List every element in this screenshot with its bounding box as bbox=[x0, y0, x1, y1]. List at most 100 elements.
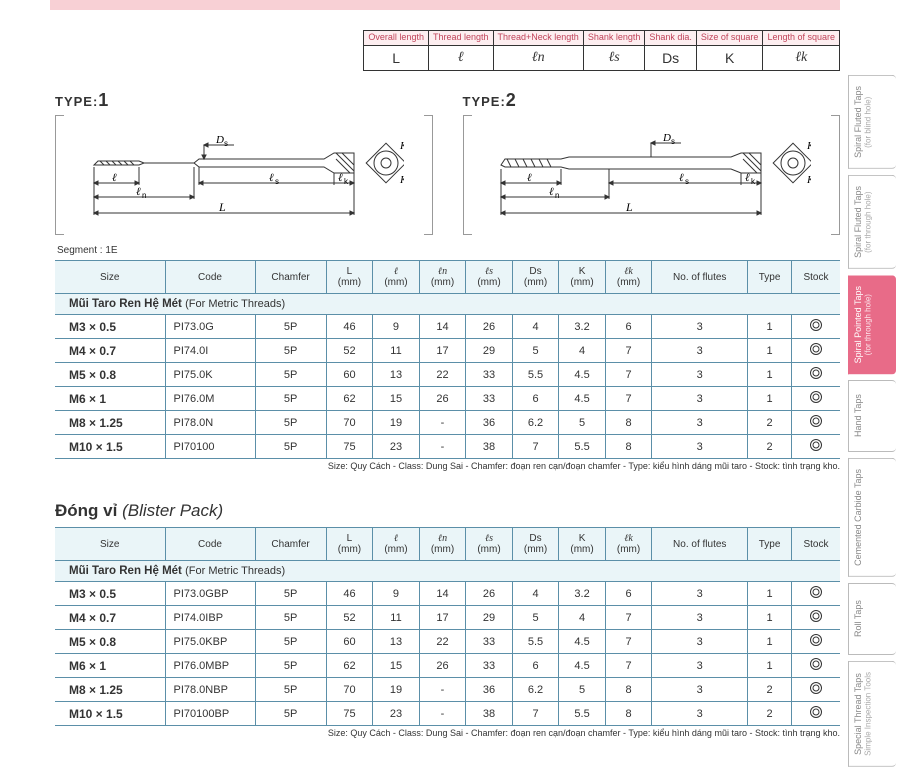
table-row: M4 × 0.7PI74.0IBP5P5211172954731 bbox=[55, 606, 840, 630]
cell: - bbox=[419, 435, 466, 459]
section-title: Mũi Taro Ren Hệ Mét (For Metric Threads) bbox=[55, 294, 840, 315]
stock-icon bbox=[810, 343, 822, 355]
stock-cell bbox=[791, 582, 840, 606]
side-tabs: Spiral Fluted Taps(for blind hole) Spiral… bbox=[848, 75, 896, 767]
cell: 3 bbox=[652, 339, 748, 363]
cell: 1 bbox=[748, 582, 792, 606]
cell: M8 × 1.25 bbox=[55, 411, 165, 435]
legend-s1: ℓ bbox=[428, 45, 493, 70]
cell: 1 bbox=[748, 606, 792, 630]
cell: 1 bbox=[748, 363, 792, 387]
stock-icon bbox=[810, 391, 822, 403]
cell: 3 bbox=[652, 435, 748, 459]
th2-chamfer: Chamfer bbox=[255, 528, 326, 561]
cell: 3 bbox=[652, 654, 748, 678]
cell: PI75.0K bbox=[165, 363, 255, 387]
cell: 2 bbox=[748, 702, 792, 726]
legend-s3: ℓs bbox=[583, 45, 645, 70]
side-tab[interactable]: Special Thread TapsSimple Inspection Too… bbox=[848, 661, 896, 767]
cell: 5P bbox=[255, 363, 326, 387]
cell: 36 bbox=[466, 678, 513, 702]
legend-h5: Size of square bbox=[696, 31, 763, 46]
svg-text:ℓ: ℓ bbox=[112, 172, 117, 184]
cell: PI74.0IBP bbox=[165, 606, 255, 630]
pack-bold: Đóng vỉ bbox=[55, 501, 117, 520]
th2-stock: Stock bbox=[791, 528, 840, 561]
cell: 8 bbox=[605, 435, 652, 459]
cell: 5.5 bbox=[559, 702, 606, 726]
svg-text:K: K bbox=[806, 174, 811, 186]
type1-prefix: TYPE: bbox=[55, 94, 98, 109]
cell: 5 bbox=[559, 411, 606, 435]
side-tab[interactable]: Spiral Fluted Taps(for blind hole) bbox=[848, 75, 896, 169]
svg-text:ℓ: ℓ bbox=[549, 186, 554, 198]
side-tab[interactable]: Cemented Carbide Taps bbox=[848, 458, 896, 577]
cell: 6 bbox=[512, 387, 559, 411]
cell: 6.2 bbox=[512, 678, 559, 702]
cell: 1 bbox=[748, 315, 792, 339]
stock-cell bbox=[791, 339, 840, 363]
side-tab[interactable]: Roll Taps bbox=[848, 583, 896, 655]
legend-s2: ℓn bbox=[493, 45, 583, 70]
stock-cell bbox=[791, 654, 840, 678]
cell: 5P bbox=[255, 606, 326, 630]
side-tab[interactable]: Hand Taps bbox=[848, 380, 896, 452]
cell: 5.5 bbox=[559, 435, 606, 459]
th-flutes: No. of flutes bbox=[652, 261, 748, 294]
stock-cell bbox=[791, 411, 840, 435]
th-type: Type bbox=[748, 261, 792, 294]
tap1-svg: Ds ℓ ℓn L ℓs ℓk K K bbox=[84, 123, 404, 223]
spec-table-2: Size Code Chamfer L(mm) ℓ(mm) ℓn(mm) ℓs(… bbox=[55, 527, 840, 726]
th-ln: ℓn(mm) bbox=[419, 261, 466, 294]
section-title-2: Mũi Taro Ren Hệ Mét (For Metric Threads) bbox=[55, 561, 840, 582]
cell: 3 bbox=[652, 363, 748, 387]
svg-text:n: n bbox=[142, 191, 146, 200]
table-row: M3 × 0.5PI73.0GBP5P469142643.2631 bbox=[55, 582, 840, 606]
cell: 15 bbox=[373, 654, 420, 678]
stock-icon bbox=[810, 610, 822, 622]
cell: 5P bbox=[255, 630, 326, 654]
cell: 2 bbox=[748, 411, 792, 435]
th2-Ds: Ds(mm) bbox=[512, 528, 559, 561]
type2-label: TYPE:2 bbox=[463, 90, 841, 111]
stock-icon bbox=[810, 319, 822, 331]
cell: 33 bbox=[466, 387, 513, 411]
table2-body: Mũi Taro Ren Hệ Mét (For Metric Threads)… bbox=[55, 561, 840, 726]
side-tab[interactable]: Spiral Pointed Taps(for through hole) bbox=[848, 275, 896, 374]
legend-h2: Thread+Neck length bbox=[493, 31, 583, 46]
diagram-type2: TYPE:2 bbox=[463, 90, 841, 235]
cell: 5P bbox=[255, 387, 326, 411]
cell: 6 bbox=[605, 582, 652, 606]
cell: 60 bbox=[326, 630, 373, 654]
cell: PI78.0NBP bbox=[165, 678, 255, 702]
cell: 60 bbox=[326, 363, 373, 387]
stock-icon bbox=[810, 706, 822, 718]
cell: 13 bbox=[373, 630, 420, 654]
cell: 8 bbox=[605, 411, 652, 435]
cell: PI73.0GBP bbox=[165, 582, 255, 606]
side-tab[interactable]: Spiral Fluted Taps(for through hole) bbox=[848, 175, 896, 269]
table-row: M3 × 0.5PI73.0G5P469142643.2631 bbox=[55, 315, 840, 339]
table-row: M6 × 1PI76.0M5P6215263364.5731 bbox=[55, 387, 840, 411]
stock-cell bbox=[791, 678, 840, 702]
cell: 33 bbox=[466, 363, 513, 387]
cell: 14 bbox=[419, 315, 466, 339]
cell: 4 bbox=[512, 582, 559, 606]
cell: 5P bbox=[255, 702, 326, 726]
cell: M3 × 0.5 bbox=[55, 582, 165, 606]
cell: 75 bbox=[326, 702, 373, 726]
stock-icon bbox=[810, 586, 822, 598]
cell: PI74.0I bbox=[165, 339, 255, 363]
cell: 11 bbox=[373, 339, 420, 363]
legend-s4: Ds bbox=[645, 45, 697, 70]
cell: 22 bbox=[419, 630, 466, 654]
cell: 26 bbox=[466, 582, 513, 606]
legend-h3: Shank length bbox=[583, 31, 645, 46]
th2-type: Type bbox=[748, 528, 792, 561]
table-row: M8 × 1.25PI78.0NBP5P7019-366.25832 bbox=[55, 678, 840, 702]
cell: 33 bbox=[466, 654, 513, 678]
dimension-legend: Overall length Thread length Thread+Neck… bbox=[363, 30, 840, 71]
cell: 2 bbox=[748, 678, 792, 702]
type2-prefix: TYPE: bbox=[463, 94, 506, 109]
cell: 5P bbox=[255, 582, 326, 606]
